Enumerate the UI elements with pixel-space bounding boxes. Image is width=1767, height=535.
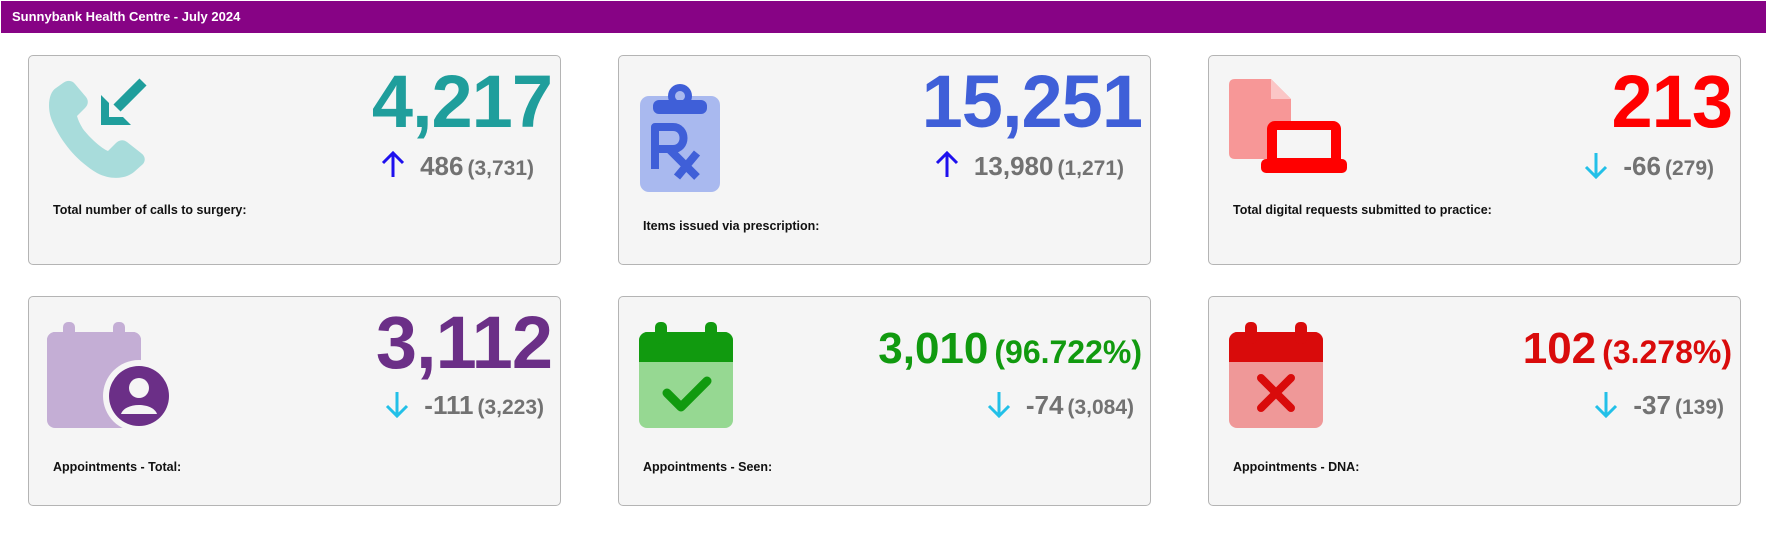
kpi-delta: 486 (3,731) — [378, 150, 534, 186]
previous-value: (3,084) — [1067, 396, 1134, 419]
delta-value: 486 — [420, 151, 464, 181]
arrow-up-icon — [932, 150, 962, 186]
kpi-value: 15,251 — [921, 60, 1143, 143]
kpi-delta: -111 (3,223) — [382, 389, 544, 425]
kpi-percent: (96.722%) — [994, 334, 1142, 370]
kpi-caption: Total digital requests submitted to prac… — [1233, 203, 1492, 217]
arrow-down-icon — [1581, 151, 1611, 186]
kpi-value: 213 — [1611, 60, 1733, 143]
kpi-card-prescriptions[interactable]: 15,251 13,980 (1,271) Items issued via pr… — [618, 55, 1151, 265]
kpi-delta: 13,980 (1,271) — [932, 150, 1124, 186]
kpi-value: 102 — [1522, 324, 1597, 373]
prescription-clipboard-icon — [639, 83, 723, 198]
delta-value: -74 — [1025, 390, 1064, 420]
kpi-value-row: 102 (3.278%) — [1523, 323, 1732, 378]
kpi-value: 3,010 — [878, 324, 989, 373]
kpi-caption: Appointments - DNA: — [1233, 460, 1360, 474]
previous-value: (279) — [1664, 157, 1714, 180]
kpi-caption: Appointments - Seen: — [643, 460, 773, 474]
incoming-call-icon — [47, 78, 147, 183]
delta-value: 13,980 — [973, 151, 1054, 181]
kpi-value: 3,112 — [375, 301, 553, 384]
kpi-card-appointments-seen[interactable]: 3,010 (96.722%) -74 (3,084) Appointments -… — [618, 296, 1151, 506]
calendar-user-icon — [47, 322, 175, 437]
delta-value: -66 — [1623, 151, 1661, 181]
arrow-down-icon — [382, 390, 412, 425]
kpi-card-appointments-dna[interactable]: 102 (3.278%) -37 (139) Appointments - DNA: — [1208, 296, 1741, 506]
kpi-card-digital-requests[interactable]: 213 -66 (279) Total digital requests subm… — [1208, 55, 1741, 265]
arrow-up-icon — [378, 150, 408, 186]
arrow-down-icon — [1591, 390, 1621, 425]
kpi-caption: Total number of calls to surgery: — [53, 203, 247, 217]
kpi-caption: Appointments - Total: — [53, 460, 182, 474]
document-laptop-icon — [1229, 79, 1351, 184]
kpi-value-row: 3,010 (96.722%) — [878, 323, 1142, 378]
delta-value: -111 — [424, 390, 474, 420]
previous-value: (3,223) — [477, 396, 544, 419]
kpi-card-calls[interactable]: 4,217 486 (3,731) Total number of calls t… — [28, 55, 561, 265]
kpi-value: 4,217 — [371, 60, 553, 143]
kpi-percent: (3.278%) — [1602, 334, 1732, 370]
previous-value: (3,731) — [467, 157, 534, 180]
previous-value: (139) — [1674, 396, 1724, 419]
delta-value: -37 — [1633, 390, 1671, 420]
kpi-delta: -37 (139) — [1591, 389, 1724, 425]
arrow-down-icon — [984, 390, 1014, 425]
calendar-cross-icon — [1229, 322, 1325, 437]
page-title: Sunnybank Health Centre - July 2024 — [1, 1, 1766, 33]
kpi-caption: Items issued via prescription: — [643, 219, 820, 233]
kpi-delta: -74 (3,084) — [984, 389, 1134, 425]
previous-value: (1,271) — [1057, 157, 1124, 180]
kpi-card-appointments-total[interactable]: 3,112 -111 (3,223) Appointments - Total: — [28, 296, 561, 506]
kpi-delta: -66 (279) — [1581, 150, 1714, 186]
calendar-check-icon — [639, 322, 735, 437]
